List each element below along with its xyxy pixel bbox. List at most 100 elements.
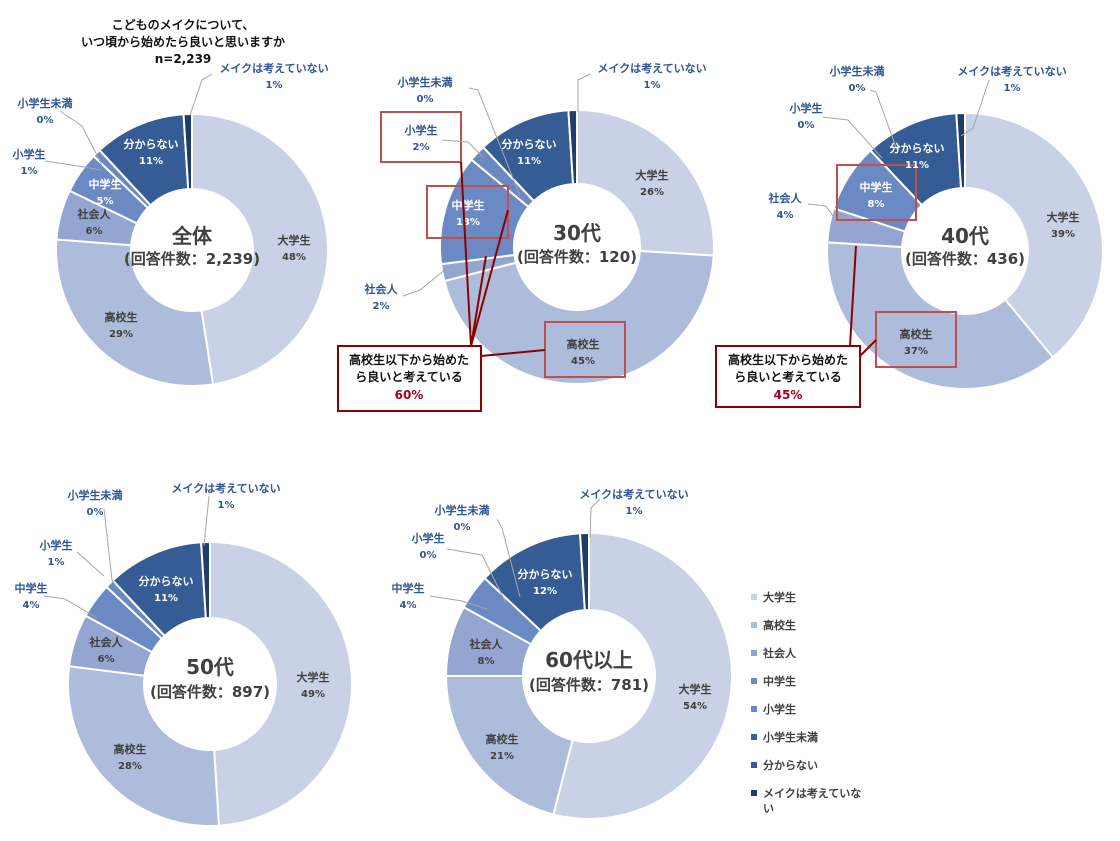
label-make-kangaeteinai: メイクは考えていない	[957, 64, 1066, 78]
highlight-box	[875, 311, 957, 368]
segment-make-kangaeteinai	[182, 112, 193, 191]
highlight-box	[380, 111, 462, 163]
segment-make-kangaeteinai	[578, 531, 590, 612]
highlight-box	[544, 321, 626, 378]
legend-swatch	[751, 734, 757, 740]
segment-make-kangaeteinai	[567, 108, 578, 186]
donut-chart-4: 50代 (回答件数：897) 大学生 49% 高校生 28% 社会人 6% 中学生 4% 小学生 1%…	[15, 481, 354, 827]
legend-swatch	[751, 594, 757, 600]
legend-label: 小学生未満	[762, 730, 818, 744]
label-shogakusei-miman: 小学生未満	[17, 96, 73, 110]
segment-koukousei	[443, 249, 715, 385]
value-chugakusei: 8%	[868, 199, 885, 210]
value-koukousei: 21%	[490, 751, 514, 762]
legend-label: 中学生	[763, 674, 796, 688]
legend-swatch	[751, 706, 757, 712]
segment-daigakusei	[576, 108, 715, 257]
title-line-3: n=2,239	[155, 52, 212, 66]
value-shogakusei-miman: 0%	[454, 522, 471, 533]
callout-text-line-1: 高校生以下から始めた	[728, 352, 848, 367]
value-shogakusei: 1%	[48, 557, 65, 568]
leader-line	[869, 89, 898, 151]
label-koukousei: 高校生	[114, 742, 147, 756]
value-daigakusei: 26%	[640, 187, 664, 198]
label-make-kangaeteinai: メイクは考えていない	[219, 61, 328, 75]
label-koukousei: 高校生	[567, 337, 600, 351]
leader-line	[807, 203, 834, 217]
callout-percentage: 60%	[395, 388, 424, 402]
label-shogakusei-miman: 小学生未満	[829, 64, 885, 78]
leader-line	[189, 73, 213, 116]
callout-line	[460, 161, 472, 347]
callout-box	[715, 345, 861, 408]
donut-chart-5: 60代以上 (回答件数：781) 大学生 54% 高校生 21% 社会人 8% 中学生 4% 小学生…	[392, 487, 733, 820]
legend-label: メイクは考えていない	[763, 786, 861, 815]
center-count: (回答件数：897)	[150, 683, 270, 701]
label-shogakusei: 小学生	[39, 538, 73, 552]
value-shogakusei: 2%	[413, 142, 430, 153]
legend-swatch	[751, 790, 757, 796]
label-shakaijin: 社会人	[89, 635, 124, 649]
legend-label: 高校生	[763, 618, 796, 632]
value-chugakusei: 13%	[456, 217, 480, 228]
value-wakaranai: 11%	[517, 156, 541, 167]
legend-item-koukousei: 高校生	[751, 618, 796, 632]
center-count: (回答件数：436)	[905, 250, 1025, 268]
leader-line	[468, 87, 521, 197]
value-make-kangaeteinai: 1%	[626, 506, 643, 517]
center-count: (回答件数：781)	[529, 676, 649, 694]
center-title: 40代	[941, 224, 989, 248]
label-shogakusei-miman: 小学生未満	[67, 488, 123, 502]
label-make-kangaeteinai: メイクは考えていない	[579, 487, 688, 501]
leader-line	[429, 595, 488, 610]
label-koukousei: 高校生	[105, 310, 138, 324]
value-koukousei: 29%	[109, 329, 133, 340]
value-make-kangaeteinai: 1%	[644, 80, 661, 91]
label-daigakusei: 大学生	[278, 233, 311, 247]
value-chugakusei: 5%	[97, 196, 114, 207]
segment-daigakusei	[209, 540, 354, 827]
segment-daigakusei	[191, 112, 329, 386]
label-chugakusei: 中学生	[15, 581, 48, 595]
legend-item-make-kangaeteinai: メイクは考えていない	[751, 786, 861, 815]
leader-line	[577, 73, 591, 112]
label-chugakusei: 中学生	[392, 581, 425, 595]
legend-item-shogakusei: 小学生	[751, 702, 796, 716]
legend-swatch	[751, 678, 757, 684]
value-koukousei: 45%	[571, 356, 595, 367]
callout-box	[337, 345, 482, 412]
label-wakaranai: 分からない	[124, 137, 179, 151]
label-chugakusei: 中学生	[452, 198, 485, 212]
label-shakaijin: 社会人	[77, 207, 112, 221]
legend-label: 小学生	[762, 702, 796, 716]
segment-koukousei	[67, 665, 220, 827]
figure-title: こどものメイクについて、 いつ頃から始めたら良いと思いますか n=2,239	[81, 18, 285, 66]
label-make-kangaeteinai: メイクは考えていない	[597, 61, 706, 75]
value-daigakusei: 54%	[683, 701, 707, 712]
leader-line	[402, 268, 447, 297]
center-title: 60代以上	[545, 648, 633, 672]
value-daigakusei: 48%	[282, 252, 306, 263]
value-shogakusei: 0%	[420, 550, 437, 561]
label-shogakusei-miman: 小学生未満	[397, 75, 453, 89]
callout-percentage: 45%	[774, 388, 803, 402]
label-daigakusei: 大学生	[297, 670, 330, 684]
label-shogakusei-miman: 小学生未満	[434, 503, 490, 517]
legend-swatch	[751, 622, 757, 628]
label-make-kangaeteinai: メイクは考えていない	[171, 481, 280, 495]
donut-chart-3: 40代 (回答件数：436) 大学生 39% 高校生 37% 社会人 4% 中学生 8% 小学生 0%…	[715, 64, 1104, 408]
legend-item-chugakusei: 中学生	[751, 674, 796, 688]
label-chugakusei: 中学生	[89, 177, 122, 191]
value-make-kangaeteinai: 1%	[266, 80, 283, 91]
value-shakaijin: 2%	[373, 301, 390, 312]
label-shakaijin: 社会人	[469, 637, 504, 651]
label-shogakusei: 小学生	[789, 101, 823, 115]
value-daigakusei: 49%	[301, 689, 325, 700]
title-line-1: こどものメイクについて、	[112, 18, 255, 32]
value-wakaranai: 11%	[139, 156, 163, 167]
value-wakaranai: 12%	[533, 586, 557, 597]
label-wakaranai: 分からない	[139, 574, 194, 588]
legend-item-wakaranai: 分からない	[751, 758, 818, 772]
legend-item-shogakusei-miman: 小学生未満	[751, 730, 818, 744]
value-make-kangaeteinai: 1%	[1004, 83, 1021, 94]
